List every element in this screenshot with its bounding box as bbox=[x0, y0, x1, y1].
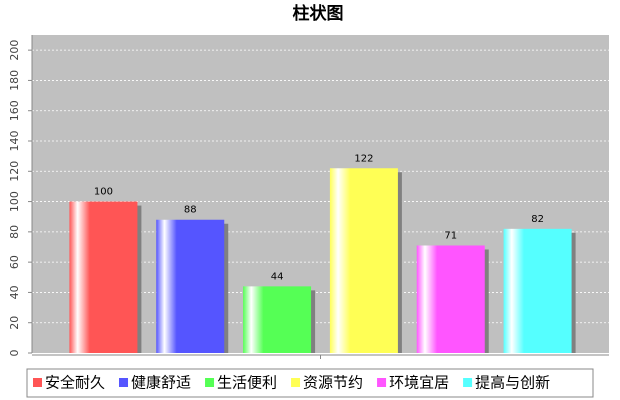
value-label: 88 bbox=[184, 205, 197, 216]
bar bbox=[416, 245, 485, 353]
legend-swatch bbox=[119, 378, 129, 387]
legend-label: 环境宜居 bbox=[389, 374, 449, 392]
legend-swatch bbox=[377, 378, 387, 387]
value-label: 71 bbox=[444, 230, 457, 241]
y-tick-label: 20 bbox=[8, 316, 21, 330]
legend-swatch bbox=[205, 378, 215, 387]
legend-swatch bbox=[291, 378, 301, 387]
y-tick-label: 120 bbox=[8, 161, 21, 182]
value-label: 44 bbox=[271, 271, 284, 282]
legend-label: 健康舒适 bbox=[131, 374, 191, 392]
y-tick-label: 160 bbox=[8, 100, 21, 121]
legend-label: 生活便利 bbox=[217, 374, 277, 392]
y-tick-label: 180 bbox=[8, 70, 21, 91]
bar bbox=[329, 168, 398, 353]
y-tick-label: 140 bbox=[8, 131, 21, 152]
legend-swatch bbox=[463, 378, 473, 387]
legend-label: 安全耐久 bbox=[45, 374, 105, 392]
value-label: 100 bbox=[94, 187, 113, 198]
y-tick-label: 60 bbox=[8, 255, 21, 269]
legend-label: 提高与创新 bbox=[475, 374, 550, 392]
y-tick-label: 40 bbox=[8, 285, 21, 299]
legend-swatch bbox=[33, 378, 42, 387]
bar bbox=[503, 228, 572, 353]
bar bbox=[156, 219, 225, 353]
y-tick-label: 80 bbox=[8, 225, 21, 239]
value-label: 122 bbox=[354, 153, 373, 164]
bar bbox=[243, 286, 312, 353]
y-tick-label: 100 bbox=[8, 191, 21, 212]
y-tick-label: 200 bbox=[8, 40, 21, 61]
legend-label: 资源节约 bbox=[303, 374, 363, 392]
chart-title: 柱状图 bbox=[293, 3, 344, 24]
y-tick-label: 0 bbox=[8, 350, 21, 357]
bar bbox=[69, 201, 138, 353]
value-label: 82 bbox=[531, 214, 544, 225]
